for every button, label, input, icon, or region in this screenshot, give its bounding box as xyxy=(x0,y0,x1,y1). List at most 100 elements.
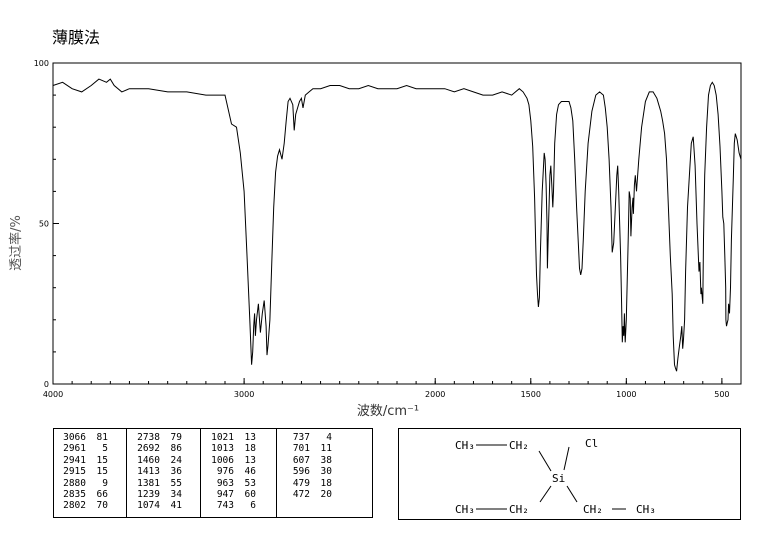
peak-transmittance: 15 xyxy=(96,466,108,478)
plot-frame xyxy=(52,62,742,385)
peak-column: 3066 81 2961 5 2941 15 2915 15 2880 9 2835 66 2802 70 xyxy=(58,432,108,512)
peak-wavenumber: 701 xyxy=(292,443,310,455)
peak-transmittance: 79 xyxy=(170,432,182,443)
peak-wavenumber: 2835 xyxy=(63,489,86,501)
peak-row: 701 11 xyxy=(282,443,332,454)
ir-spectrum-chart: 4000 3000 2000 1500 1000 500 0 50 100 透过率/% 波数/c… xyxy=(8,59,742,419)
peak-wavenumber: 607 xyxy=(292,454,310,466)
method-label: 薄膜法 xyxy=(52,28,101,47)
peak-wavenumber: 3066 xyxy=(63,432,86,443)
peak-row: 1460 24 xyxy=(132,455,182,466)
peak-row: 2835 66 xyxy=(58,489,108,500)
x-tick-label: 1000 xyxy=(616,390,636,399)
peak-column: 2738 79 2692 86 1460 24 1413 36 1381 55 1239 34 1074… xyxy=(132,432,182,512)
peak-row: 947 60 xyxy=(206,489,256,500)
peak-row: 2802 70 xyxy=(58,500,108,511)
spectrum-line xyxy=(52,78,742,372)
peak-row: 737 4 xyxy=(282,432,332,443)
y-axis-label: 透过率/% xyxy=(8,215,24,271)
peak-row: 472 20 xyxy=(282,489,332,500)
peak-transmittance: 86 xyxy=(170,443,182,455)
peak-wavenumber: 2915 xyxy=(63,466,86,478)
peak-row: 1239 34 xyxy=(132,489,182,500)
peak-row: 596 30 xyxy=(282,466,332,477)
x-tick-label: 500 xyxy=(714,390,729,399)
structure-box: CH₃ CH₂ Cl Si CH₃ CH₂ CH₂ CH₃ xyxy=(398,428,741,520)
peak-transmittance: 30 xyxy=(320,466,332,478)
y-tick-label: 0 xyxy=(44,380,49,389)
peak-wavenumber: 947 xyxy=(216,489,234,501)
peak-transmittance: 5 xyxy=(102,443,108,455)
peak-wavenumber: 1021 xyxy=(211,432,234,443)
peak-row: 1381 55 xyxy=(132,478,182,489)
atom-br-ch2: CH₂ xyxy=(583,503,603,516)
peak-transmittance: 81 xyxy=(96,432,108,443)
peak-row: 2692 86 xyxy=(132,443,182,454)
peak-transmittance: 18 xyxy=(320,477,332,489)
peak-wavenumber: 2941 xyxy=(63,454,86,466)
x-tick-label: 2000 xyxy=(425,390,445,399)
atom-bl-ch3: CH₃ xyxy=(455,503,475,516)
peak-column: 1021 13 1013 18 1006 13 976 46 963 53 947 60 743 6 xyxy=(206,432,256,512)
peak-transmittance: 24 xyxy=(170,454,182,466)
peak-wavenumber: 737 xyxy=(292,432,310,443)
peak-column: 737 4 701 11 607 38 596 30 479 18 472 20 xyxy=(282,432,332,500)
peak-wavenumber: 743 xyxy=(216,500,234,512)
peak-row: 1013 18 xyxy=(206,443,256,454)
peak-row: 976 46 xyxy=(206,466,256,477)
peak-row: 1006 13 xyxy=(206,455,256,466)
peak-transmittance: 20 xyxy=(320,489,332,501)
atom-br-ch3: CH₃ xyxy=(636,503,656,516)
peak-wavenumber: 596 xyxy=(292,466,310,478)
x-tick-label: 3000 xyxy=(234,390,254,399)
peak-row: 2880 9 xyxy=(58,478,108,489)
axis-ticks xyxy=(52,62,723,385)
peak-wavenumber: 963 xyxy=(216,477,234,489)
peak-column-divider xyxy=(126,429,127,517)
peak-transmittance: 6 xyxy=(250,500,256,512)
peak-wavenumber: 2961 xyxy=(63,443,86,455)
peak-transmittance: 15 xyxy=(96,454,108,466)
atom-tl-ch3: CH₃ xyxy=(455,439,475,452)
y-tick-label: 50 xyxy=(39,220,49,229)
peak-row: 743 6 xyxy=(206,500,256,511)
peak-wavenumber: 2880 xyxy=(63,477,86,489)
peak-transmittance: 9 xyxy=(102,477,108,489)
peak-row: 1021 13 xyxy=(206,432,256,443)
y-tick-label: 100 xyxy=(34,59,49,68)
peak-row: 1413 36 xyxy=(132,466,182,477)
peak-wavenumber: 976 xyxy=(216,466,234,478)
peak-transmittance: 53 xyxy=(244,477,256,489)
peak-wavenumber: 479 xyxy=(292,477,310,489)
peak-wavenumber: 2738 xyxy=(137,432,160,443)
peak-row: 2941 15 xyxy=(58,455,108,466)
peak-row: 2961 5 xyxy=(58,443,108,454)
peak-wavenumber: 1381 xyxy=(137,477,160,489)
peak-wavenumber: 2802 xyxy=(63,500,86,512)
peak-wavenumber: 1239 xyxy=(137,489,160,501)
peak-wavenumber: 1460 xyxy=(137,454,160,466)
peak-transmittance: 34 xyxy=(170,489,182,501)
peak-transmittance: 41 xyxy=(170,500,182,512)
peak-transmittance: 4 xyxy=(326,432,332,443)
peak-transmittance: 13 xyxy=(244,454,256,466)
peak-wavenumber: 1074 xyxy=(137,500,160,512)
atom-cl: Cl xyxy=(585,437,598,450)
peak-transmittance: 66 xyxy=(96,489,108,501)
axis-tick-labels: 4000 3000 2000 1500 1000 500 0 50 100 xyxy=(34,59,730,399)
atom-tl-ch2: CH₂ xyxy=(509,439,529,452)
peak-wavenumber: 1006 xyxy=(211,454,234,466)
peak-row: 607 38 xyxy=(282,455,332,466)
peak-wavenumber: 472 xyxy=(292,489,310,501)
molecule-bonds xyxy=(476,444,626,510)
peak-column-divider xyxy=(200,429,201,517)
atom-si: Si xyxy=(552,472,565,485)
peak-wavenumber: 2692 xyxy=(137,443,160,455)
peak-transmittance: 18 xyxy=(244,443,256,455)
peak-transmittance: 38 xyxy=(320,454,332,466)
x-tick-label: 1500 xyxy=(521,390,541,399)
peak-row: 479 18 xyxy=(282,478,332,489)
peak-row: 3066 81 xyxy=(58,432,108,443)
peak-wavenumber: 1013 xyxy=(211,443,234,455)
peak-transmittance: 11 xyxy=(320,443,332,455)
